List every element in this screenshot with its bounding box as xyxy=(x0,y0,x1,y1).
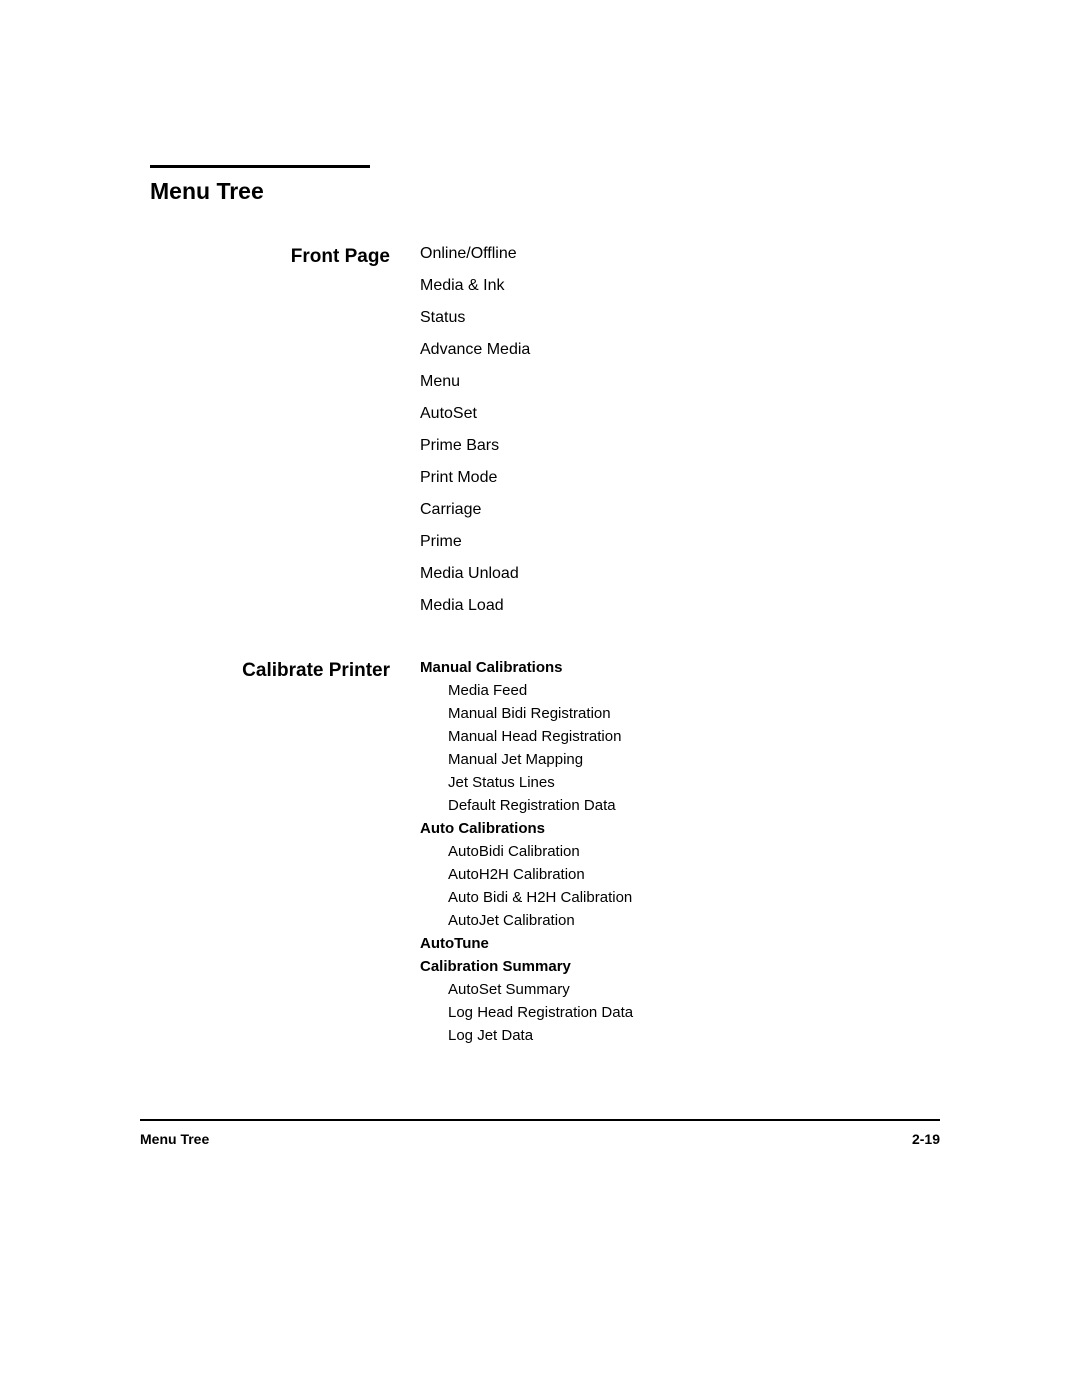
footer-rule xyxy=(140,1119,940,1121)
list-item: Jet Status Lines xyxy=(448,774,940,791)
list-item: Manual Head Registration xyxy=(448,728,940,745)
list-item: AutoSet xyxy=(420,405,940,423)
list-item: Online/Offline xyxy=(420,245,940,263)
list-item: Carriage xyxy=(420,501,940,519)
list-item: Manual Bidi Registration xyxy=(448,705,940,722)
list-item: Media Load xyxy=(420,597,940,615)
list-item: AutoH2H Calibration xyxy=(448,866,940,883)
section-label-front-page: Front Page xyxy=(150,245,420,268)
list-item: Media Feed xyxy=(448,682,940,699)
group-heading: Manual Calibrations xyxy=(420,659,940,676)
list-item: Print Mode xyxy=(420,469,940,487)
list-item: Prime xyxy=(420,533,940,551)
list-item: AutoBidi Calibration xyxy=(448,843,940,860)
list-item: Log Head Registration Data xyxy=(448,1004,940,1021)
list-item: Media Unload xyxy=(420,565,940,583)
group-heading: Auto Calibrations xyxy=(420,820,940,837)
title-rule xyxy=(150,165,370,168)
list-item: Status xyxy=(420,309,940,327)
list-item: Advance Media xyxy=(420,341,940,359)
footer-left: Menu Tree xyxy=(140,1131,209,1147)
group-items: AutoBidi Calibration AutoH2H Calibration… xyxy=(420,843,940,929)
list-item: Log Jet Data xyxy=(448,1027,940,1044)
list-item: Default Registration Data xyxy=(448,797,940,814)
group-items: Media Feed Manual Bidi Registration Manu… xyxy=(420,682,940,814)
footer-right: 2-19 xyxy=(912,1131,940,1147)
section-body-calibrate-printer: Manual Calibrations Media Feed Manual Bi… xyxy=(420,659,940,1050)
group-heading: Calibration Summary xyxy=(420,958,940,975)
list-item: AutoJet Calibration xyxy=(448,912,940,929)
list-item: AutoSet Summary xyxy=(448,981,940,998)
list-item: Auto Bidi & H2H Calibration xyxy=(448,889,940,906)
section-body-front-page: Online/Offline Media & Ink Status Advanc… xyxy=(420,245,940,629)
list-item: Manual Jet Mapping xyxy=(448,751,940,768)
document-page: Menu Tree Front Page Online/Offline Medi… xyxy=(0,0,1080,1397)
page-title: Menu Tree xyxy=(150,178,940,205)
section-calibrate-printer: Calibrate Printer Manual Calibrations Me… xyxy=(150,659,940,1050)
footer-row: Menu Tree 2-19 xyxy=(140,1131,940,1147)
list-item: Media & Ink xyxy=(420,277,940,295)
group-heading: AutoTune xyxy=(420,935,940,952)
group-items: AutoSet Summary Log Head Registration Da… xyxy=(420,981,940,1044)
section-front-page: Front Page Online/Offline Media & Ink St… xyxy=(150,245,940,629)
list-item: Menu xyxy=(420,373,940,391)
section-label-calibrate-printer: Calibrate Printer xyxy=(150,659,420,682)
page-footer: Menu Tree 2-19 xyxy=(140,1119,940,1147)
list-item: Prime Bars xyxy=(420,437,940,455)
